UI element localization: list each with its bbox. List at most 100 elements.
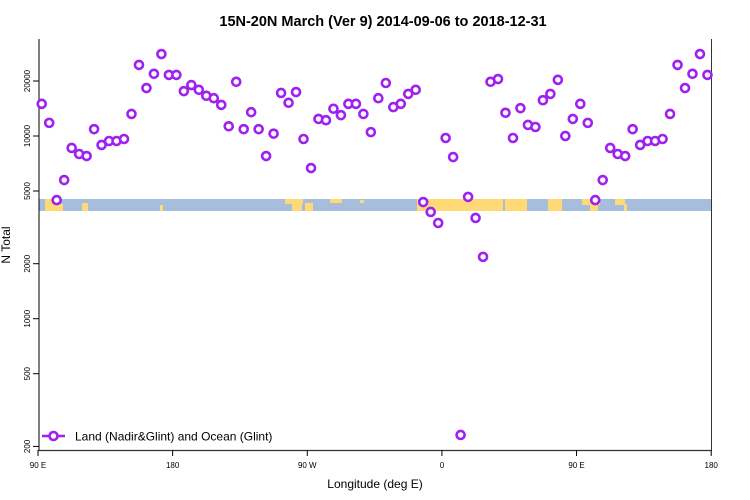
data-point — [657, 133, 668, 145]
data-point — [133, 59, 145, 71]
land-patch — [624, 204, 627, 211]
data-point — [455, 429, 466, 441]
land-patch — [285, 199, 303, 204]
data-point — [305, 162, 317, 174]
data-point — [440, 132, 451, 144]
data-point — [694, 48, 706, 60]
data-point — [627, 123, 638, 135]
ocean-band — [39, 199, 711, 211]
data-point — [515, 102, 526, 114]
land-patch — [590, 205, 598, 211]
land-ocean-band — [39, 199, 711, 211]
data-point — [589, 194, 601, 206]
data-point — [365, 126, 377, 138]
data-point — [58, 174, 70, 186]
data-point — [148, 68, 160, 80]
y-ticks: 200 500 1000 2000 5000 10000 20000 — [23, 69, 39, 453]
data-point — [245, 106, 257, 118]
data-point — [171, 69, 182, 81]
data-point — [537, 94, 549, 106]
data-point — [230, 76, 242, 88]
data-point — [298, 133, 309, 145]
data-point — [223, 121, 235, 132]
data-point — [492, 73, 504, 85]
data-point — [118, 133, 130, 145]
land-patch — [417, 199, 503, 211]
data-point — [178, 85, 190, 97]
data-point — [238, 123, 249, 135]
data-point — [253, 123, 264, 135]
data-point — [574, 98, 586, 110]
y-tick-label: 10000 — [23, 124, 32, 147]
data-point — [470, 212, 481, 224]
data-point — [268, 128, 279, 139]
data-point — [619, 150, 631, 162]
data-point — [186, 79, 197, 91]
land-patch — [330, 199, 342, 203]
data-point — [260, 150, 272, 162]
data-point — [275, 87, 287, 99]
data-point — [380, 77, 392, 89]
data-point — [545, 88, 556, 100]
x-tick-label: 90 W — [298, 461, 317, 470]
data-point — [477, 251, 489, 263]
y-axis-label: N Total — [0, 226, 13, 263]
data-point — [290, 86, 302, 98]
data-point — [507, 132, 519, 144]
data-point — [335, 109, 347, 121]
y-tick-label: 5000 — [23, 182, 32, 200]
data-point — [283, 97, 294, 109]
land-patch — [160, 205, 163, 211]
x-tick-label: 180 — [705, 461, 719, 470]
data-point — [664, 108, 676, 120]
data-point — [530, 121, 541, 133]
chart-title: 15N-20N March (Ver 9) 2014-09-06 to 2018… — [219, 14, 546, 30]
land-patch — [548, 199, 562, 211]
data-point — [500, 107, 511, 119]
legend-marker — [48, 430, 59, 442]
data-point — [141, 82, 152, 94]
data-point — [373, 92, 384, 104]
data-point — [215, 99, 227, 111]
data-point — [552, 74, 564, 86]
x-axis-label: Longitude (deg E) — [327, 477, 422, 491]
data-point — [417, 196, 429, 208]
data-point — [36, 98, 48, 110]
data-point — [410, 84, 422, 96]
land-patch — [360, 200, 364, 203]
data-point — [328, 103, 339, 115]
data-point — [560, 130, 571, 142]
legend-label: Land (Nadir&Glint) and Ocean (Glint) — [75, 430, 272, 444]
data-point — [604, 142, 616, 154]
land-patch — [82, 203, 88, 211]
y-tick-label: 2000 — [23, 254, 32, 272]
data-point — [567, 113, 579, 125]
data-point — [462, 191, 474, 203]
data-points — [36, 48, 713, 441]
x-tick-label: 0 — [440, 461, 445, 470]
data-point — [687, 68, 698, 80]
data-point — [208, 92, 220, 104]
data-point — [81, 150, 92, 162]
data-point — [447, 151, 459, 163]
x-tick-label: 90 E — [30, 461, 46, 470]
data-point — [320, 114, 332, 126]
data-point — [597, 174, 609, 186]
data-point — [432, 217, 444, 229]
data-point — [51, 194, 63, 206]
land-patch — [58, 204, 63, 211]
data-point — [395, 98, 407, 110]
data-point — [88, 123, 100, 135]
x-tick-label: 180 — [166, 461, 180, 470]
data-point — [679, 82, 691, 94]
legend: Land (Nadir&Glint) and Ocean (Glint) — [42, 430, 272, 444]
data-point — [672, 59, 683, 71]
data-point — [156, 48, 167, 60]
data-point — [702, 69, 713, 81]
x-tick-label: 90 E — [568, 461, 584, 470]
land-patch — [305, 203, 313, 211]
data-point — [402, 88, 414, 100]
data-point — [126, 108, 137, 120]
data-point — [582, 117, 594, 129]
